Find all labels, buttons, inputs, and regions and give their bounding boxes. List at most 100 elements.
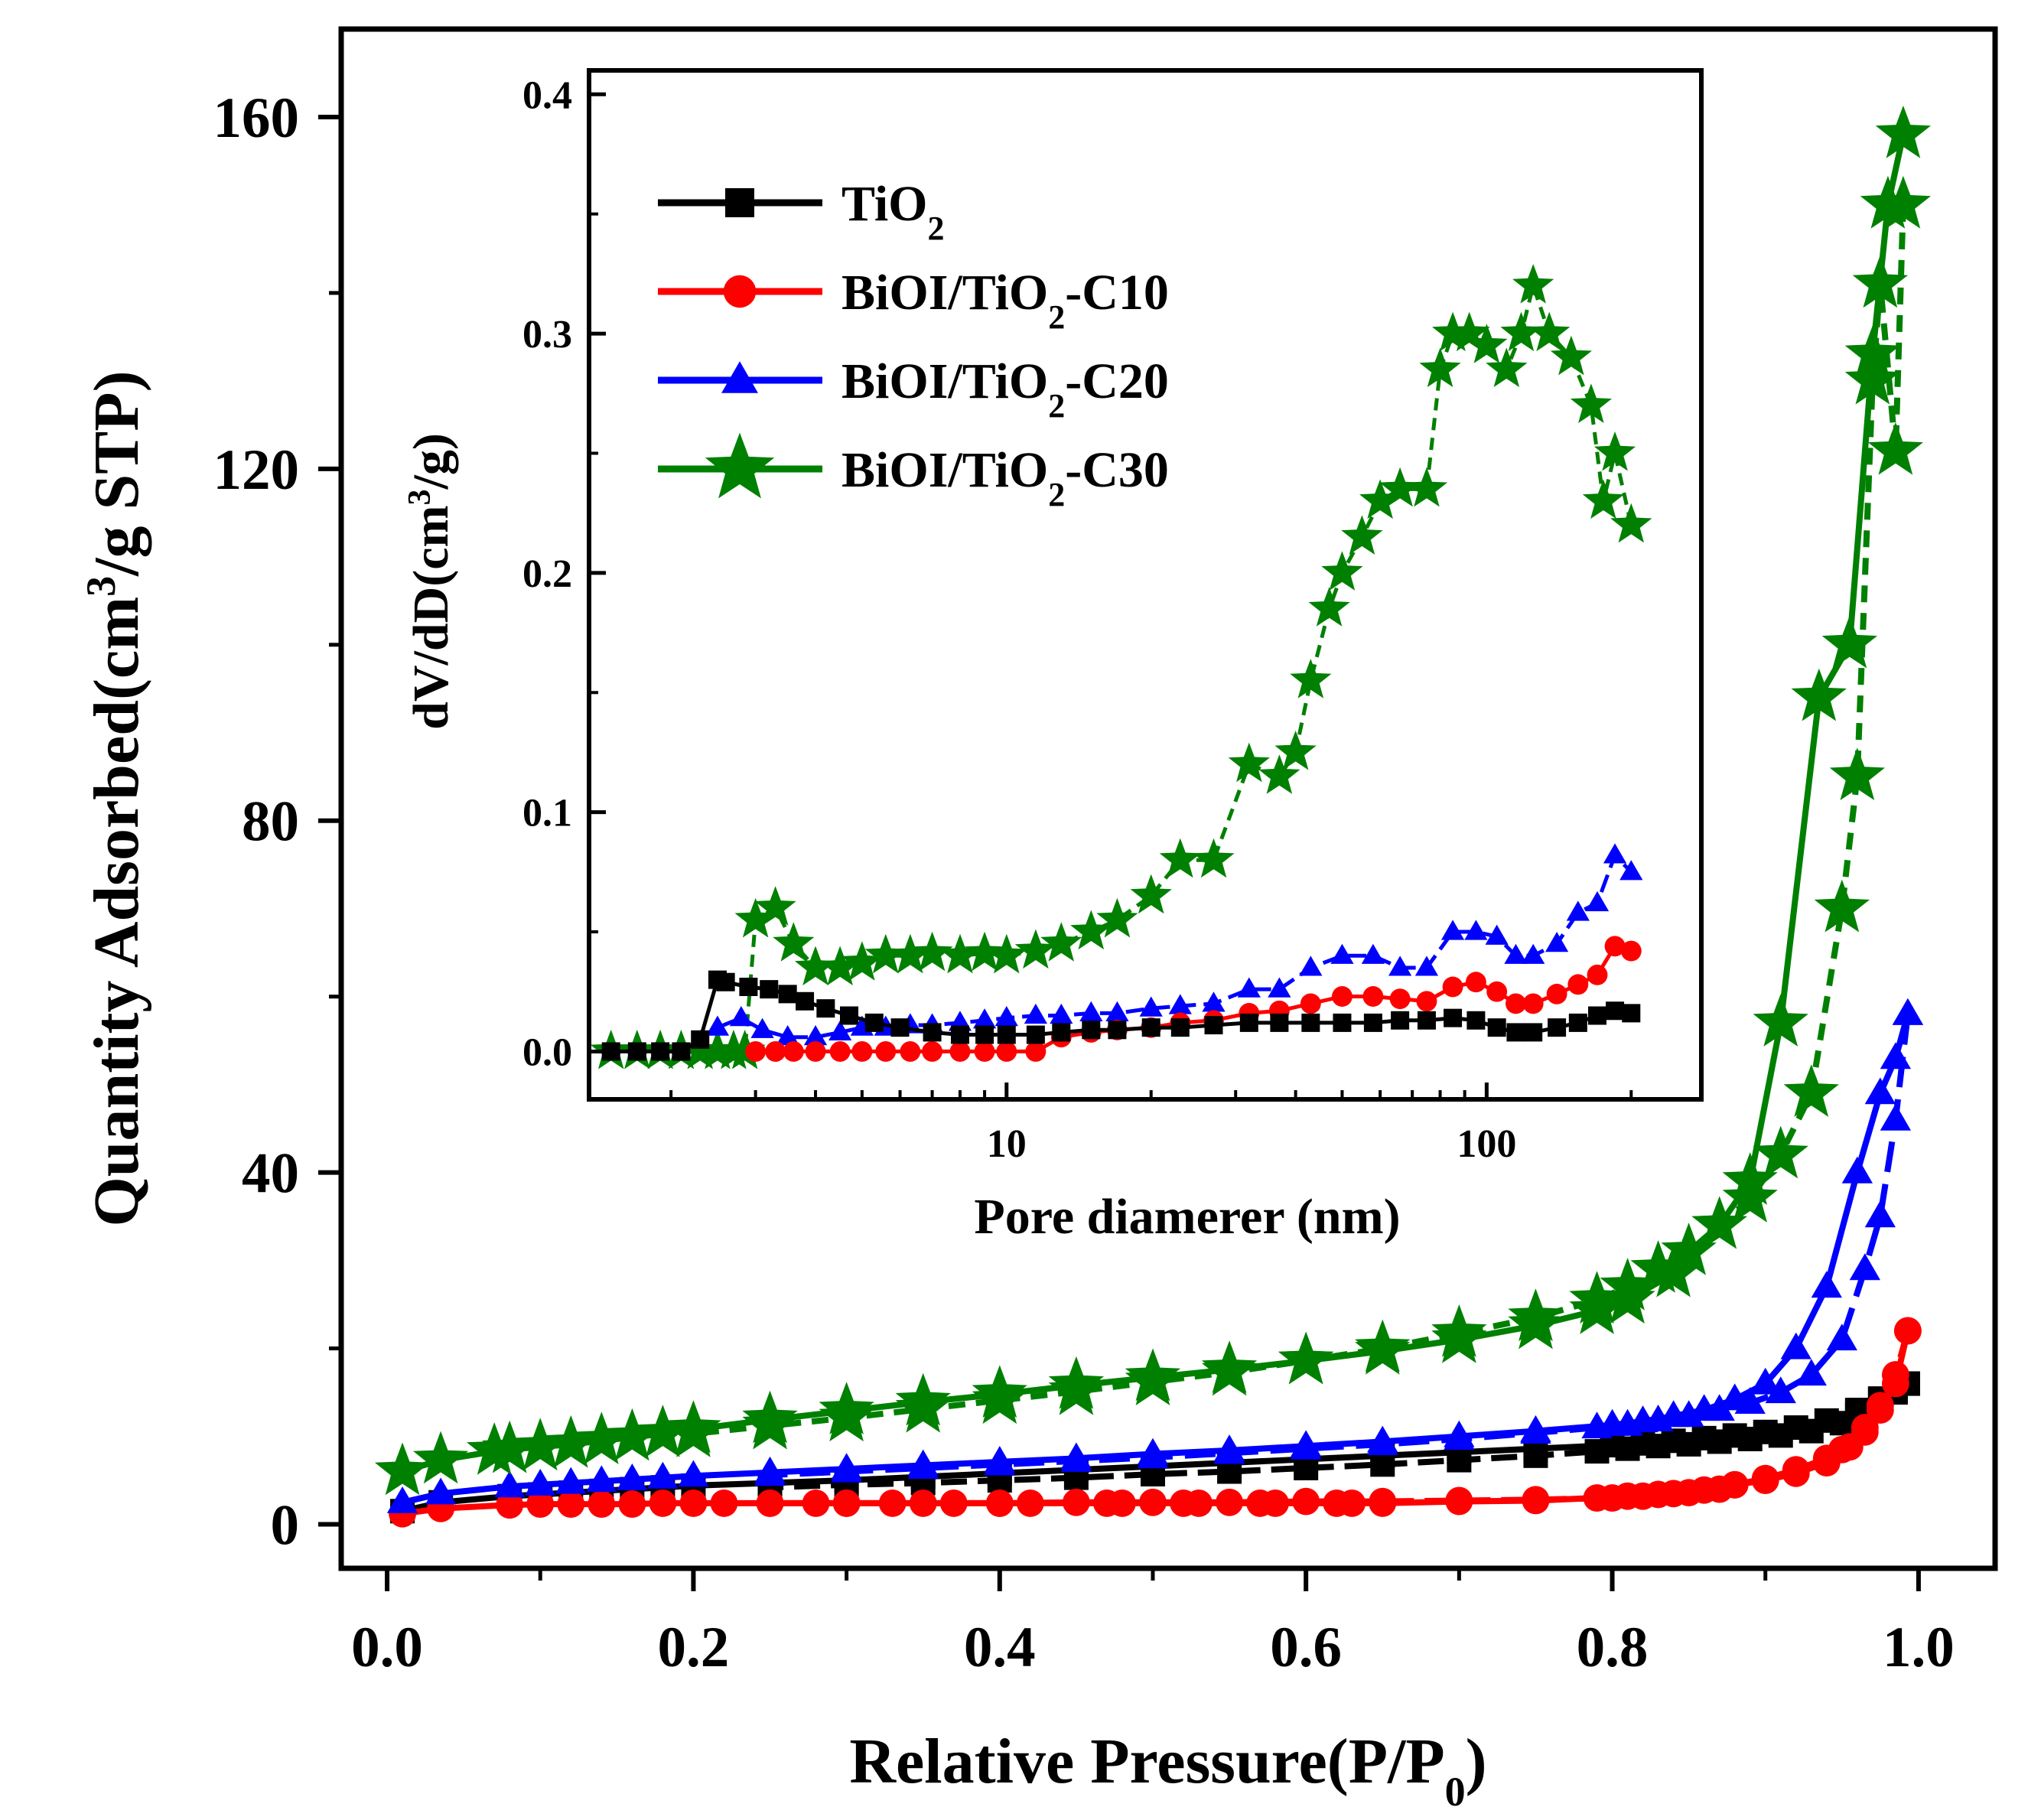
inset-y-tick-label: 0.3 — [522, 313, 572, 357]
main-point-bioi-tio2-c30-desorption — [1852, 255, 1908, 308]
inset-point-bioi-tio2-c10 — [765, 1041, 786, 1062]
inset-point-bioi-tio2-c20 — [705, 1015, 730, 1036]
legend-item-bioi-tio2-c20: BiOI/TiO2-C20 — [658, 353, 1169, 425]
legend-item-tio2: TiO2 — [658, 176, 945, 247]
inset-point-tio2 — [691, 1030, 710, 1049]
inset-point-bioi-tio2-c10 — [1587, 964, 1608, 985]
main-point-bioi-tio2-c30-desorption — [1722, 1170, 1778, 1223]
inset-point-bioi-tio2-c20 — [1168, 994, 1192, 1014]
main-point-bioi-tio2-c30-desorption — [1691, 1196, 1747, 1249]
main-point-bioi-tio2-c10-desorption — [1292, 1487, 1320, 1516]
main-point-bioi-tio2-c10-desorption — [1881, 1361, 1909, 1389]
main-point-bioi-tio2-c20-adsorption — [555, 1467, 587, 1494]
main-line-bioi-tio2-c20-desorption — [770, 1014, 1911, 1479]
main-point-bioi-tio2-c20-desorption — [1765, 1376, 1796, 1404]
main-point-bioi-tio2-c10-desorption — [832, 1490, 861, 1517]
main-series-bioi-tio2-c10 — [389, 1317, 1922, 1528]
legend-marker — [725, 188, 754, 217]
inset-point-bioi-tio2-c20 — [1545, 932, 1569, 952]
inset-point-bioi-tio2-c30 — [696, 1029, 739, 1070]
main-point-bioi-tio2-c20-adsorption — [678, 1460, 709, 1487]
legend-label: BiOI/TiO2-C20 — [841, 353, 1169, 425]
main-point-bioi-tio2-c30-desorption — [1783, 1064, 1839, 1117]
main-point-bioi-tio2-c30-adsorption — [413, 1431, 469, 1484]
inset-point-bioi-tio2-c30 — [1193, 838, 1235, 878]
main-y-axis-title: Quantity Adsorbed(cm3/g STP) — [78, 370, 152, 1226]
main-point-bioi-tio2-c10-desorption — [1812, 1444, 1841, 1473]
main-point-bioi-tio2-c30-desorption — [1125, 1353, 1181, 1405]
inset-point-bioi-tio2-c20 — [1619, 860, 1643, 881]
main-point-bioi-tio2-c10-desorption — [1062, 1488, 1090, 1516]
legend-marker — [705, 432, 775, 499]
inset-point-bioi-tio2-c30 — [939, 933, 981, 974]
main-point-bioi-tio2-c30-desorption — [1867, 422, 1923, 475]
inset-point-bioi-tio2-c10 — [745, 1041, 767, 1062]
inset-point-tio2 — [1204, 1016, 1223, 1035]
main-point-bioi-tio2-c20-desorption — [1642, 1405, 1674, 1431]
inset-point-bioi-tio2-c20 — [729, 1006, 753, 1027]
inset-series-bioi-tio2-c10 — [745, 936, 1642, 1062]
inset-point-bioi-tio2-c20 — [1330, 943, 1354, 964]
inset-point-bioi-tio2-c30 — [1528, 311, 1571, 352]
inset-point-tio2 — [890, 1018, 910, 1037]
inset-point-tio2 — [796, 991, 815, 1011]
inset-point-bioi-tio2-c10 — [829, 1041, 851, 1062]
main-point-bioi-tio2-c20-desorption — [1892, 998, 1924, 1025]
main-x-tick-label: 0.4 — [964, 1616, 1036, 1679]
main-point-bioi-tio2-c30-adsorption — [604, 1408, 660, 1461]
main-point-bioi-tio2-c10-adsorption — [649, 1490, 677, 1517]
inset-point-bioi-tio2-c20 — [803, 1025, 828, 1046]
inset-y-tick-label: 0.1 — [522, 792, 572, 835]
inset-point-bioi-tio2-c30 — [1040, 922, 1082, 962]
inset-point-bioi-tio2-c20 — [1464, 920, 1488, 940]
inset-point-bioi-tio2-c10 — [1442, 976, 1463, 998]
main-y-tick-label: 0 — [271, 1494, 300, 1558]
inset-point-bioi-tio2-c30 — [819, 946, 861, 985]
main-point-bioi-tio2-c30-desorption — [1048, 1362, 1104, 1415]
main-point-bioi-tio2-c20-desorption — [1444, 1423, 1475, 1450]
main-point-bioi-tio2-c20-adsorption — [617, 1463, 648, 1490]
main-point-bioi-tio2-c10-desorption — [985, 1490, 1014, 1517]
inset-point-tio2 — [1026, 1025, 1045, 1044]
main-point-bioi-tio2-c10-adsorption — [588, 1490, 616, 1518]
inset-point-bioi-tio2-c20 — [1388, 956, 1412, 976]
inset-point-bioi-tio2-c10 — [900, 1041, 921, 1062]
inset-point-bioi-tio2-c30 — [864, 933, 907, 974]
inset-point-bioi-tio2-c10 — [949, 1041, 971, 1062]
main-point-bioi-tio2-c10-desorption — [1866, 1392, 1894, 1420]
main-point-bioi-tio2-c20-desorption — [984, 1448, 1015, 1476]
inset-point-bioi-tio2-c10 — [974, 1041, 995, 1062]
inset-point-bioi-tio2-c20 — [1237, 977, 1261, 998]
legend-label: BiOI/TiO2-C10 — [841, 265, 1169, 336]
inset-point-bioi-tio2-c30 — [1486, 347, 1528, 387]
inset-point-bioi-tio2-c30 — [911, 931, 953, 972]
main-point-tio2-desorption — [1798, 1418, 1824, 1444]
main-x-tick-label: 0.2 — [658, 1616, 730, 1679]
main-point-bioi-tio2-c10-desorption — [1445, 1486, 1473, 1515]
inset-axis-ticks: 10 100 0.0 0.1 0.2 0.3 0.4 — [522, 73, 1633, 1166]
inset-point-bioi-tio2-c20 — [1485, 924, 1509, 945]
inset-point-tio2 — [1052, 1023, 1071, 1042]
main-point-bioi-tio2-c30-desorption — [1661, 1223, 1717, 1275]
main-point-bioi-tio2-c10-adsorption — [557, 1490, 585, 1518]
main-point-tio2-desorption — [1615, 1436, 1640, 1461]
inset-point-bioi-tio2-c10 — [1567, 974, 1589, 995]
legend-item-bioi-tio2-c30: BiOI/TiO2-C30 — [658, 432, 1169, 513]
main-point-bioi-tio2-c20-desorption — [1880, 1103, 1912, 1131]
main-point-bioi-tio2-c30-adsorption — [543, 1415, 599, 1468]
main-y-tick-label: 40 — [242, 1142, 299, 1206]
main-point-bioi-tio2-c20-desorption — [1581, 1411, 1613, 1439]
inset-point-bioi-tio2-c20 — [1566, 900, 1590, 921]
main-point-bioi-tio2-c30-adsorption — [374, 1442, 431, 1496]
main-point-bioi-tio2-c30-desorption — [1201, 1343, 1258, 1396]
inset-point-bioi-tio2-c10 — [1522, 993, 1544, 1014]
inset-point-bioi-tio2-c20 — [1268, 977, 1291, 998]
main-point-bioi-tio2-c30-adsorption — [1875, 106, 1931, 158]
inset-point-bioi-tio2-c30 — [1341, 515, 1383, 555]
inset-point-bioi-tio2-c30 — [1014, 929, 1056, 969]
inset-point-bioi-tio2-c30 — [679, 1029, 721, 1070]
inset-point-tio2 — [760, 980, 779, 999]
inset-point-bioi-tio2-c20 — [1585, 890, 1610, 912]
inset-point-bioi-tio2-c20 — [1299, 956, 1323, 976]
main-point-bioi-tio2-c10-desorption — [1598, 1484, 1626, 1512]
